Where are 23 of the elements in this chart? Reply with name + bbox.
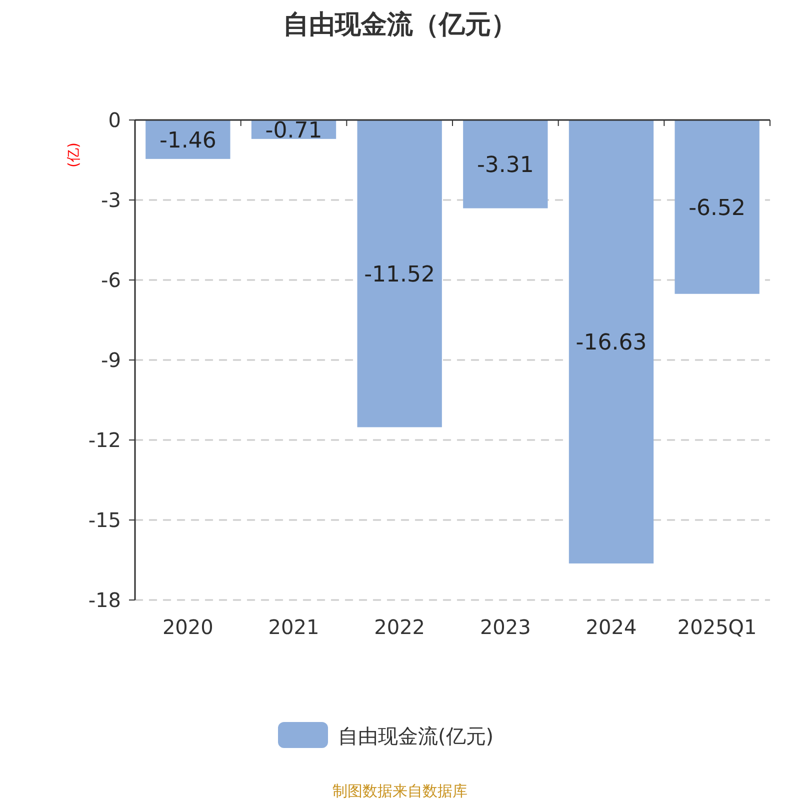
data-label: -6.52 xyxy=(688,196,746,221)
y-axis-title: (亿) xyxy=(66,142,82,168)
y-tick-label: -12 xyxy=(88,428,121,452)
x-tick-label: 2022 xyxy=(374,615,426,639)
data-label: -0.71 xyxy=(265,118,322,144)
data-label: -1.46 xyxy=(159,128,216,154)
legend-label: 自由现金流(亿元) xyxy=(338,724,494,748)
data-label: -16.63 xyxy=(576,330,647,356)
y-tick-label: -9 xyxy=(101,348,121,372)
x-tick-label: 2024 xyxy=(586,615,637,639)
y-tick-label: -15 xyxy=(88,508,121,532)
data-label: -3.31 xyxy=(476,153,534,178)
x-tick-label: 2025Q1 xyxy=(677,615,757,639)
y-tick-label: -3 xyxy=(101,188,121,212)
y-tick-label: 0 xyxy=(108,108,121,132)
text: 制图数据来自数据库 xyxy=(332,782,468,800)
x-tick-label: 2020 xyxy=(162,615,214,639)
x-tick-label: 2023 xyxy=(480,615,531,639)
data-label: -11.52 xyxy=(364,262,436,288)
y-tick-label: -18 xyxy=(88,588,121,612)
chart-title: 自由现金流（亿元） xyxy=(283,10,517,40)
x-tick-label: 2021 xyxy=(268,615,320,639)
y-tick-label: -6 xyxy=(101,268,121,292)
